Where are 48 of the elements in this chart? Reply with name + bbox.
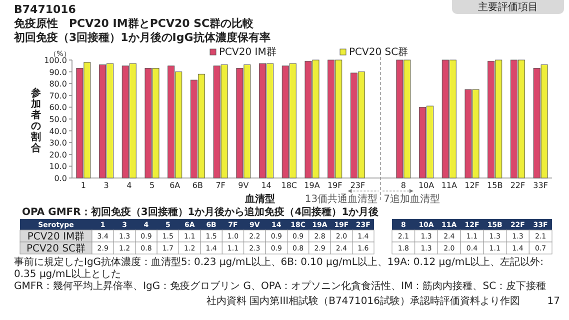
y-tick-label: PCV20 SC群: [26, 242, 86, 254]
x-axis-title: 血清型: [244, 193, 275, 205]
x-tick-label: 6B: [192, 181, 204, 190]
chart-title: OPA GMFR：初回免疫（3回接種）1か月後から追加免疫（4回接種）1か月後: [22, 206, 379, 218]
x-tick-label: 12F: [464, 181, 480, 190]
legend-label: PCV20 IM群: [219, 46, 276, 58]
x-tick-label: 14: [261, 181, 272, 190]
y-tick-label: 100.0: [44, 56, 67, 65]
y-tick-label: PCV20 IM群: [27, 230, 85, 242]
chart-subtitle: 初回免疫（3回接種）1か月後のIgG抗体濃度保有率: [13, 31, 270, 44]
x-tick-label: 1: [80, 181, 86, 190]
x-tick-label: 10A: [418, 181, 435, 190]
y-tick-label: 50.0: [49, 115, 67, 124]
x-tick-label: 7F: [216, 181, 226, 190]
y-axis-title: 参加者の割合: [30, 87, 42, 154]
x-tick-label: 11A: [441, 181, 458, 190]
x-tick-label: 5: [149, 181, 155, 190]
x-tick-label: 33F: [533, 181, 548, 190]
x-tick-label: 19A: [304, 181, 320, 190]
y-tick-label: 30.0: [49, 138, 67, 148]
y-tick-label: 70.0: [49, 91, 67, 100]
y-tick-label: 60.0: [49, 103, 67, 112]
x-tick-label: 22F: [510, 181, 526, 190]
text: 事前に規定したIgG抗体濃度：血清型5: 0.23 μg/mL以上、6B: 0.10 μg/mL以上、19A: 0.12 μg/mL以上、左記以外: 0.35 μg/mL以上とした: [14, 257, 545, 280]
text: 13価共通血清型: [304, 193, 378, 205]
chart-title: 免疫原性 PCV20 IM群とPCV20 SC群の比較: [13, 17, 255, 30]
y-tick-label: 0.0: [54, 174, 67, 183]
legend-label: PCV20 SC群: [349, 46, 408, 58]
x-tick-label: 19F: [327, 181, 343, 190]
y-tick-label: 40.0: [49, 126, 67, 136]
x-tick-label: 8: [400, 181, 406, 190]
x-tick-label: 6A: [170, 181, 181, 190]
x-tick-label: 4: [126, 181, 132, 190]
y-tick-label: 10.0: [49, 162, 67, 172]
text: B7471016: [14, 3, 76, 16]
text: 社内資料 国内第III相試験（B7471016試験）承認時評価資料より作図: [206, 296, 520, 308]
x-tick-label: 23F: [350, 181, 366, 190]
x-tick-label: 15B: [487, 181, 503, 190]
text: 主要評価項目: [478, 1, 538, 13]
y-tick-label: 80.0: [49, 80, 67, 89]
x-tick-label: 9V: [238, 181, 250, 190]
text: 7追加血清型: [384, 193, 440, 205]
x-tick-label: 3: [104, 181, 109, 190]
y-tick-label: 20.0: [49, 150, 67, 160]
text: GMFR：幾何平均上昇倍率、IgG：免疫グロブリン G、OPA：オプソニン化貪食活性、IM：筋肉内接種、SC：皮下接種: [14, 281, 548, 293]
text: 17: [546, 296, 560, 308]
y-tick-label: 90.0: [49, 68, 67, 77]
x-tick-label: 18C: [281, 181, 298, 190]
